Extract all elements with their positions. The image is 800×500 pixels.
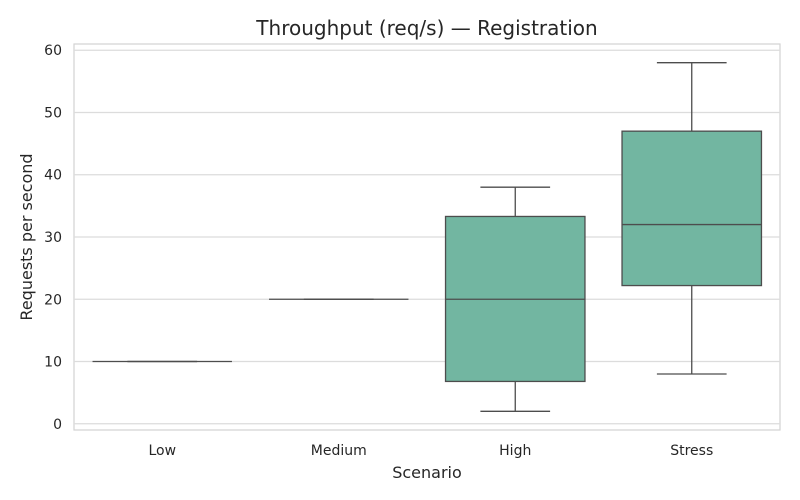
x-tick-label-high: High xyxy=(499,443,531,459)
x-axis-label: Scenario xyxy=(392,463,462,482)
y-tick-label-50: 50 xyxy=(44,105,62,121)
y-tick-label-20: 20 xyxy=(44,292,62,308)
y-tick-label-40: 40 xyxy=(44,168,62,184)
x-tick-label-medium: Medium xyxy=(311,443,367,459)
boxes xyxy=(92,62,763,412)
y-tick-labels: 0 10 20 30 40 50 60 xyxy=(44,43,62,433)
y-tick-label-30: 30 xyxy=(44,230,62,246)
iqr-box xyxy=(621,130,763,287)
box-stress xyxy=(621,62,763,375)
y-tick-label-0: 0 xyxy=(53,417,62,433)
x-tick-label-stress: Stress xyxy=(670,443,713,459)
y-tick-label-10: 10 xyxy=(44,355,62,371)
y-axis-label: Requests per second xyxy=(17,153,36,320)
chart-title: Throughput (req/s) — Registration xyxy=(255,16,597,40)
y-tick-label-60: 60 xyxy=(44,43,62,59)
x-tick-label-low: Low xyxy=(148,443,176,459)
box-high xyxy=(444,186,586,412)
x-tick-labels: Low Medium High Stress xyxy=(148,443,713,459)
